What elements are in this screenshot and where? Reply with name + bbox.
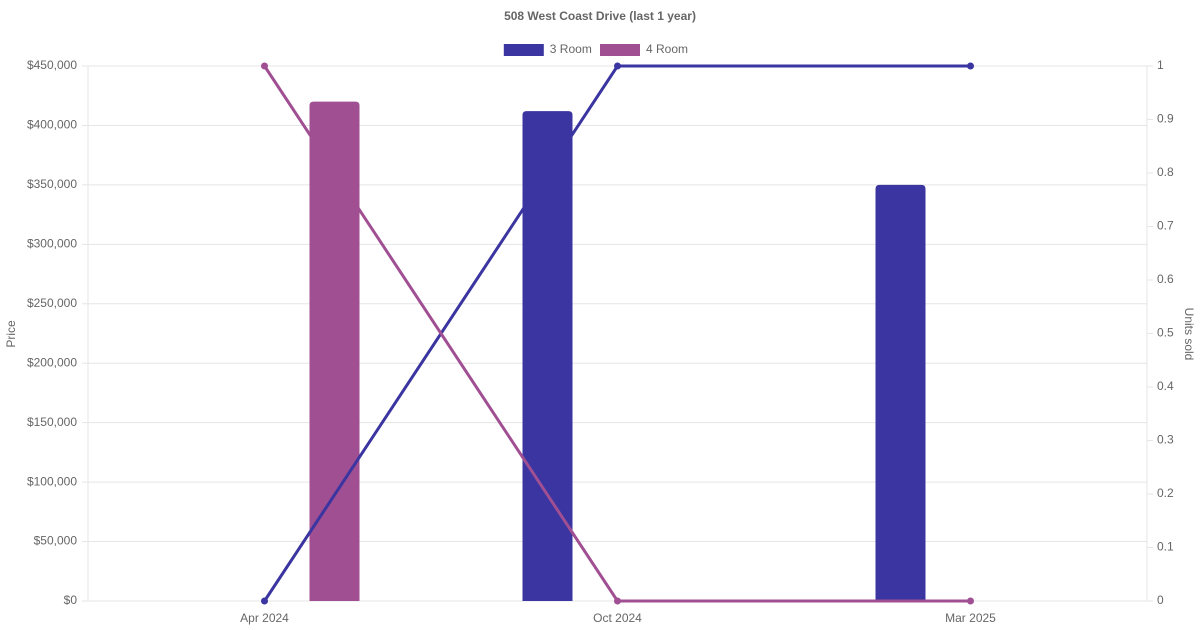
y-axis-title: Price — [4, 320, 18, 348]
y-tick-label: $200,000 — [27, 355, 77, 369]
y-tick-label: $400,000 — [27, 118, 77, 132]
line — [263, 64, 971, 602]
x-tick-label: Mar 2025 — [945, 611, 996, 625]
x-tick-label: Apr 2024 — [240, 611, 289, 625]
y-tick-label: $0 — [64, 593, 78, 607]
legend-label: 3 Room — [550, 42, 592, 56]
y-tick-label: $100,000 — [27, 474, 77, 488]
y2-tick-label: 0.5 — [1157, 326, 1174, 340]
legend-label: 4 Room — [646, 42, 688, 56]
y-tick-label: $350,000 — [27, 177, 77, 191]
y2-tick-label: 0.3 — [1157, 433, 1174, 447]
y-tick-label: $50,000 — [34, 534, 78, 548]
y-tick-label: $250,000 — [27, 296, 77, 310]
bar — [522, 111, 573, 601]
y2-tick-label: 0.9 — [1157, 112, 1174, 126]
y2-tick-label: 0.7 — [1157, 219, 1174, 233]
y2-tick-label: 0.4 — [1157, 379, 1174, 393]
legend-swatch — [503, 44, 544, 56]
y2-tick-label: 1 — [1157, 58, 1164, 72]
point — [614, 597, 621, 605]
legend-swatch — [600, 44, 640, 56]
y-tick-label: $300,000 — [27, 237, 77, 251]
y2-tick-label: 0.1 — [1157, 540, 1174, 554]
y-tick-label: $150,000 — [27, 415, 77, 429]
y2-tick-label: 0.2 — [1157, 486, 1174, 500]
line — [263, 65, 971, 603]
bar — [875, 184, 926, 601]
point — [967, 597, 974, 605]
chart-title: 508 West Coast Drive (last 1 year) — [504, 9, 696, 23]
x-tick-label: Oct 2024 — [593, 611, 642, 625]
bar — [309, 101, 360, 602]
point — [261, 62, 268, 70]
y2-tick-label: 0 — [1157, 593, 1164, 607]
y2-tick-label: 0.6 — [1157, 272, 1174, 286]
y2-tick-label: 0.8 — [1157, 165, 1174, 179]
point — [967, 62, 974, 70]
point — [614, 62, 621, 70]
y-tick-label: $450,000 — [27, 58, 77, 72]
point — [261, 597, 268, 605]
y2-axis-title: Units sold — [1182, 308, 1196, 361]
